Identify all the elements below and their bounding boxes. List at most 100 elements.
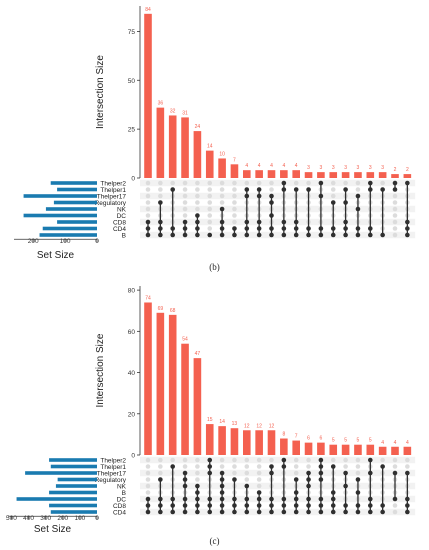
matrix-dot-inactive bbox=[219, 464, 225, 469]
matrix-dot-inactive bbox=[392, 509, 398, 515]
set-size-tick-label: 200 bbox=[57, 515, 68, 522]
intersection-bar bbox=[218, 158, 226, 178]
y-tick-label: 25 bbox=[128, 127, 136, 134]
matrix-dot-inactive bbox=[343, 180, 348, 186]
matrix-dot-inactive bbox=[158, 457, 163, 463]
matrix-dot-inactive bbox=[256, 470, 262, 476]
set-label: DC bbox=[117, 496, 127, 503]
y-axis-title: Intersection Size bbox=[95, 55, 106, 129]
intersection-bar bbox=[403, 446, 412, 455]
set-label: CD8 bbox=[113, 219, 126, 226]
intersection-bar bbox=[156, 107, 165, 178]
matrix-dot-inactive bbox=[145, 200, 151, 205]
intersection-bar bbox=[181, 117, 189, 178]
matrix-dot-inactive bbox=[293, 457, 299, 463]
matrix-dot-inactive bbox=[244, 457, 250, 463]
bar-value-label: 84 bbox=[145, 7, 151, 13]
bar-value-label: 12 bbox=[244, 423, 250, 429]
intersection-bar bbox=[243, 170, 251, 178]
matrix-dot-inactive bbox=[207, 226, 213, 231]
y-tick-label: 0 bbox=[131, 176, 135, 183]
set-label: Thelper17 bbox=[97, 193, 127, 200]
matrix-dot-inactive bbox=[306, 180, 311, 186]
bar-value-label: 3 bbox=[344, 165, 347, 171]
set-size-bar bbox=[50, 464, 97, 469]
matrix-dot-inactive bbox=[145, 457, 151, 463]
matrix-dot-inactive bbox=[145, 477, 151, 482]
intersection-bar bbox=[304, 442, 313, 455]
set-label: B bbox=[122, 232, 126, 239]
intersection-bar bbox=[267, 170, 276, 178]
bar-value-label: 24 bbox=[195, 124, 201, 130]
matrix-dot-inactive bbox=[256, 483, 262, 489]
matrix-dot-inactive bbox=[207, 206, 213, 212]
matrix-dot-inactive bbox=[405, 464, 410, 469]
set-size-tick-label: 200 bbox=[28, 238, 39, 245]
matrix-dot-inactive bbox=[195, 206, 200, 212]
intersection-bar bbox=[230, 428, 239, 455]
bar-value-label: 12 bbox=[256, 423, 262, 429]
set-size-bar bbox=[57, 187, 97, 192]
bar-value-label: 7 bbox=[295, 434, 298, 440]
y-tick-label: 20 bbox=[128, 411, 136, 418]
set-size-bar bbox=[49, 503, 97, 508]
bar-value-label: 4 bbox=[406, 440, 409, 446]
matrix-dot-inactive bbox=[355, 457, 361, 463]
matrix-dot-inactive bbox=[232, 470, 237, 476]
bar-value-label: 47 bbox=[195, 351, 201, 357]
set-label: B bbox=[122, 490, 126, 497]
set-size-title: Set Size bbox=[37, 250, 75, 261]
matrix-dot-inactive bbox=[195, 470, 200, 476]
intersection-bar bbox=[243, 430, 251, 455]
set-size-bar bbox=[57, 220, 97, 224]
matrix-dot-inactive bbox=[158, 193, 163, 199]
y-tick-label: 60 bbox=[128, 329, 136, 336]
matrix-dot-inactive bbox=[145, 490, 151, 495]
bar-value-label: 5 bbox=[357, 438, 360, 444]
matrix-dot-inactive bbox=[232, 457, 237, 463]
set-size-bar bbox=[50, 510, 97, 514]
panel-c-caption: (c) bbox=[209, 536, 220, 546]
bar-value-label: 5 bbox=[332, 438, 335, 444]
set-size-bar bbox=[16, 497, 97, 501]
y-tick-label: 40 bbox=[128, 370, 136, 377]
bar-value-label: 10 bbox=[219, 151, 225, 157]
matrix-stripe bbox=[140, 456, 416, 464]
matrix-dot-inactive bbox=[158, 187, 163, 192]
set-size-bar bbox=[23, 213, 98, 218]
matrix-dot-inactive bbox=[170, 457, 175, 463]
bar-value-label: 4 bbox=[381, 440, 384, 446]
intersection-bar bbox=[317, 172, 325, 178]
matrix-dot-active bbox=[207, 232, 213, 238]
set-label: Thelper1 bbox=[100, 464, 126, 471]
matrix-dot-inactive bbox=[182, 200, 188, 205]
bar-value-label: 5 bbox=[344, 438, 347, 444]
matrix-dot-inactive bbox=[244, 464, 250, 469]
set-size-bar bbox=[25, 471, 97, 475]
matrix-dot-inactive bbox=[219, 457, 225, 463]
matrix-dot-inactive bbox=[219, 187, 225, 192]
set-label: NK bbox=[117, 206, 127, 213]
matrix-dot-inactive bbox=[256, 477, 262, 482]
matrix-dot-inactive bbox=[219, 180, 225, 186]
matrix-dot-inactive bbox=[244, 180, 250, 186]
intersection-bar bbox=[181, 343, 189, 455]
matrix-dot-inactive bbox=[392, 232, 398, 238]
bar-value-label: 4 bbox=[258, 163, 261, 169]
matrix-dot-inactive bbox=[232, 200, 237, 205]
set-label: NK bbox=[117, 483, 127, 490]
intersection-bar bbox=[193, 131, 202, 178]
matrix-dot-inactive bbox=[195, 457, 200, 463]
y-axis-title: Intersection Size bbox=[95, 333, 106, 407]
matrix-dot-inactive bbox=[207, 213, 213, 218]
set-size-bar bbox=[57, 477, 97, 482]
matrix-dot-inactive bbox=[232, 464, 237, 469]
matrix-dot-inactive bbox=[405, 457, 410, 463]
set-label: CD4 bbox=[113, 509, 126, 516]
intersection-bar bbox=[354, 172, 362, 178]
matrix-dot-inactive bbox=[182, 187, 188, 192]
matrix-dot-inactive bbox=[219, 200, 225, 205]
matrix-dot-inactive bbox=[330, 187, 336, 192]
matrix-dot-inactive bbox=[232, 180, 237, 186]
set-size-bar bbox=[53, 200, 97, 205]
